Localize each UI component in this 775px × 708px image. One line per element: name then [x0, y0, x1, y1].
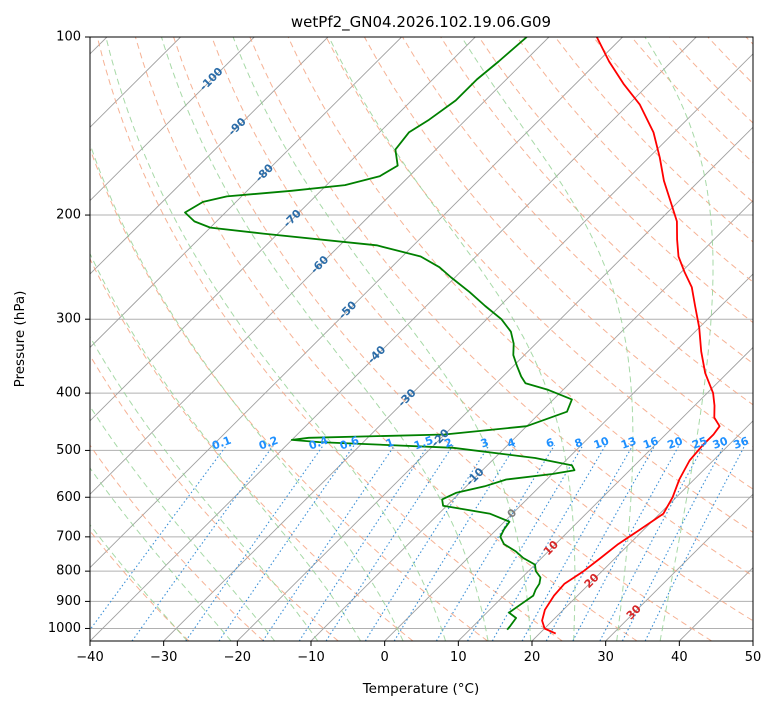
dry-adiabat-line — [96, 37, 563, 641]
moist-adiabat-line — [644, 37, 714, 641]
mixing-ratio-line — [435, 444, 555, 641]
mixing-ratio-label: 13 — [619, 434, 638, 451]
x-axis-label: Temperature (°C) — [362, 681, 480, 697]
dry-adiabat-line — [516, 37, 753, 283]
y-tick-label: 400 — [56, 386, 81, 401]
x-tick-label: 40 — [671, 650, 688, 665]
isotherm-line — [605, 493, 753, 641]
mixing-ratio-line — [325, 444, 454, 641]
x-tick-label: 30 — [597, 650, 614, 665]
mixing-ratio-label: 0.2 — [257, 434, 280, 453]
mixing-ratio-label: 1 — [384, 436, 396, 451]
y-tick-label: 500 — [56, 443, 81, 458]
isotherm-line — [163, 53, 753, 641]
moist-adiabat-line — [328, 37, 576, 641]
mixing-ratio-line — [364, 444, 490, 641]
moist-adiabat-line — [105, 37, 446, 641]
moist-adiabat-line — [90, 405, 275, 641]
mixing-ratio-label: 10 — [592, 434, 611, 452]
y-tick-label: 700 — [56, 529, 81, 544]
y-tick-label: 1000 — [48, 621, 81, 636]
mixing-ratio-label: 20 — [666, 434, 685, 452]
mixing-ratio-label: 16 — [641, 434, 660, 452]
mixing-ratio-line — [467, 444, 584, 641]
x-tick-label: −30 — [150, 650, 177, 665]
dry-adiabat-line — [249, 37, 753, 577]
chart-series — [184, 37, 721, 635]
temperature-profile — [541, 37, 721, 635]
mixing-ratio-label: 3 — [479, 436, 491, 451]
dry-adiabat-line — [287, 37, 753, 533]
x-tick-label: 50 — [745, 650, 762, 665]
dewpoint-profile — [184, 37, 576, 631]
y-tick-label: 300 — [56, 312, 81, 327]
mixing-ratio-label: 6 — [544, 436, 556, 451]
x-tick-label: 0 — [381, 650, 389, 665]
mixing-ratio-label: 4 — [505, 436, 517, 451]
mixing-ratio-label: 8 — [573, 436, 585, 451]
y-tick-label: 600 — [56, 490, 81, 505]
isotherm-line — [458, 346, 753, 641]
dry-adiabat-line — [90, 257, 414, 641]
isotherm-line — [237, 126, 753, 641]
y-tick-label: 100 — [56, 30, 81, 45]
mixing-ratio-label: 0.1 — [210, 434, 233, 453]
mixing-ratio-label: 2 — [443, 436, 455, 451]
isotherm-line — [531, 420, 753, 641]
mixing-ratio-line — [545, 444, 656, 641]
plot-frame — [89, 36, 754, 642]
x-tick-label: 20 — [524, 650, 541, 665]
x-tick-label: 10 — [450, 650, 467, 665]
isotherm-line — [90, 37, 550, 495]
isotherm-line — [90, 37, 402, 349]
mixing-ratio-line — [644, 444, 746, 641]
y-tick-label: 900 — [56, 594, 81, 609]
mixing-ratio-line — [621, 444, 725, 641]
isotherm-line — [384, 273, 753, 641]
mixing-ratio-label: 0.4 — [307, 434, 330, 453]
mixing-ratio-line — [298, 444, 429, 641]
mixing-ratio-label: 36 — [732, 434, 751, 452]
moist-adiabat-line — [90, 335, 319, 641]
mixing-ratio-line — [262, 444, 396, 641]
isotherm-line — [90, 37, 329, 275]
dry-adiabat-line — [90, 444, 264, 641]
chart-axes: −40 −30 −20 −10 0 10 20 30 40 5010020030040050060… — [48, 30, 761, 666]
moist-adiabat-line — [90, 142, 404, 641]
mixing-ratio-label: 30 — [711, 434, 730, 452]
mixing-ratio-line — [521, 444, 634, 641]
mixing-ratio-label: 25 — [690, 434, 709, 451]
x-tick-label: −20 — [224, 650, 251, 665]
isotherm-line — [90, 37, 255, 202]
chart-title: wetPf2_GN04.2026.102.19.06.G09 — [291, 13, 551, 32]
isotherm-line — [90, 37, 623, 569]
mixing-ratio-line — [218, 444, 355, 641]
moist-adiabat-line — [90, 524, 188, 641]
dry-adiabat-line — [134, 37, 638, 641]
x-tick-label: −40 — [76, 650, 103, 665]
dry-adiabat-line — [173, 37, 712, 641]
mixing-ratio-line — [393, 444, 517, 641]
y-axis-label: Pressure (hPa) — [12, 291, 28, 388]
moist-adiabat-line — [161, 37, 489, 641]
mixing-ratio-line — [185, 444, 324, 641]
moist-adiabat-line — [90, 252, 361, 641]
mixing-ratio-label: 1.5 — [412, 434, 435, 453]
mixing-ratio-label: 0.6 — [338, 434, 361, 453]
x-tick-label: −10 — [297, 650, 324, 665]
y-tick-label: 800 — [56, 564, 81, 579]
dry-adiabat-line — [90, 354, 339, 641]
dry-adiabat-line — [325, 37, 753, 490]
dry-adiabat-line — [211, 37, 753, 622]
moist-adiabat-line — [90, 467, 232, 641]
mixing-ratio-line — [131, 444, 274, 641]
chart-grid — [90, 37, 753, 641]
isotherm-line — [90, 37, 476, 422]
y-tick-label: 200 — [56, 208, 81, 223]
